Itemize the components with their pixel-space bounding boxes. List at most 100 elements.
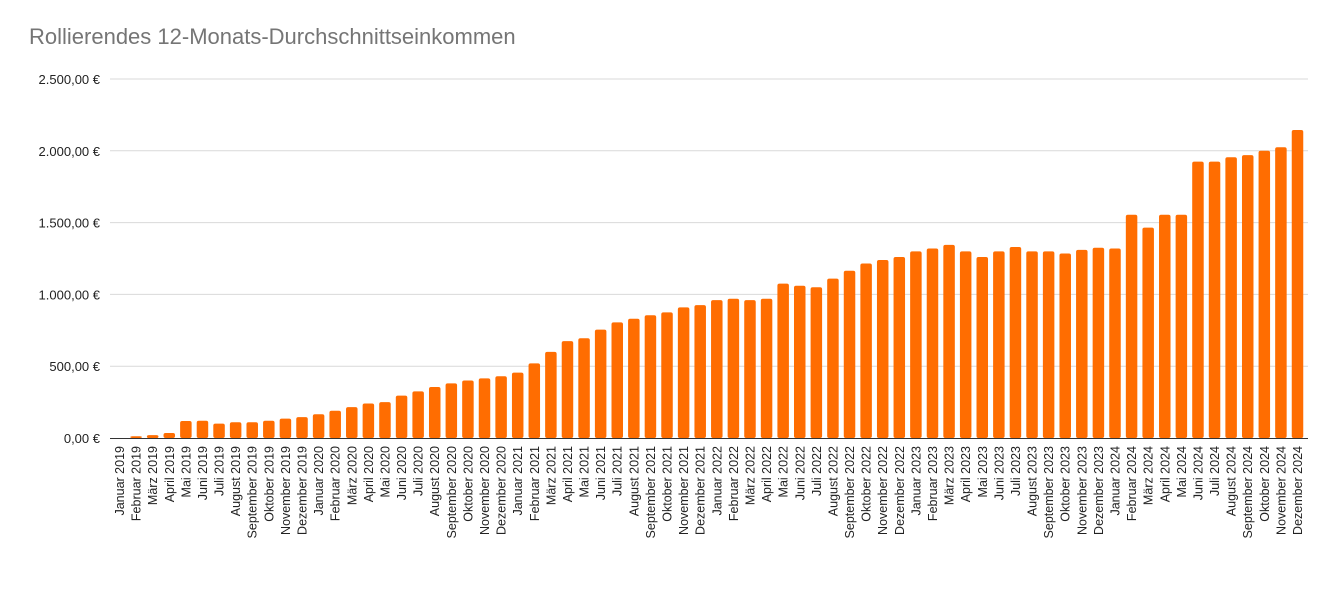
x-tick-label: März 2023 xyxy=(943,446,957,505)
x-tick-label: Januar 2019 xyxy=(113,446,127,516)
x-tick-label: September 2022 xyxy=(843,446,857,538)
x-tick-label: Dezember 2022 xyxy=(893,446,907,535)
x-tick-label: Juni 2019 xyxy=(196,446,210,500)
bar xyxy=(462,380,474,438)
x-tick-label: Juli 2024 xyxy=(1208,446,1222,496)
bar xyxy=(263,420,275,438)
y-tick-label: 0,00 € xyxy=(64,431,101,446)
x-tick-label: September 2024 xyxy=(1241,446,1255,538)
bar xyxy=(794,285,806,438)
x-tick-label: August 2020 xyxy=(428,446,442,516)
bar xyxy=(777,283,789,438)
x-tick-label: Juni 2023 xyxy=(992,446,1006,500)
bar xyxy=(528,363,541,438)
bar xyxy=(229,422,242,438)
x-tick-label: Dezember 2023 xyxy=(1092,446,1106,535)
x-tick-label: September 2023 xyxy=(1042,446,1056,538)
bar xyxy=(296,417,308,438)
x-tick-label: August 2021 xyxy=(627,446,641,516)
bar xyxy=(478,378,491,438)
bar xyxy=(611,322,623,438)
bar xyxy=(661,312,673,438)
bar xyxy=(727,298,740,438)
bar xyxy=(1026,251,1038,438)
x-tick-label: Dezember 2024 xyxy=(1291,446,1305,535)
bar xyxy=(993,251,1005,438)
x-axis-tick-labels: Januar 2019 Februar 2019 März 2019 April 20… xyxy=(113,446,1305,538)
x-tick-label: Oktober 2020 xyxy=(461,446,475,522)
chart-title: Rollierendes 12-Monats-Durchschnittseink… xyxy=(29,24,516,49)
x-tick-label: Juni 2020 xyxy=(395,446,409,500)
bar xyxy=(1059,253,1071,438)
bar xyxy=(312,414,325,438)
x-tick-label: Oktober 2021 xyxy=(661,446,675,522)
x-tick-label: Januar 2020 xyxy=(312,446,326,516)
x-tick-label: Januar 2023 xyxy=(909,446,923,516)
x-tick-label: Dezember 2020 xyxy=(495,446,509,535)
x-tick-label: November 2019 xyxy=(279,446,293,535)
bars xyxy=(130,129,1304,439)
x-tick-label: März 2020 xyxy=(345,446,359,505)
x-tick-label: Oktober 2024 xyxy=(1258,446,1272,522)
x-tick-label: Juni 2021 xyxy=(594,446,608,500)
bar xyxy=(1241,155,1254,439)
bar xyxy=(910,251,922,438)
x-tick-label: August 2022 xyxy=(826,446,840,516)
bar xyxy=(395,395,408,438)
bar xyxy=(893,257,906,438)
x-tick-label: Januar 2022 xyxy=(710,446,724,516)
bar xyxy=(163,432,176,438)
bar xyxy=(1092,247,1105,438)
x-tick-label: Mai 2021 xyxy=(578,446,592,497)
x-tick-label: November 2024 xyxy=(1274,446,1288,535)
x-tick-label: November 2021 xyxy=(677,446,691,535)
bar xyxy=(959,251,972,438)
x-tick-label: Oktober 2019 xyxy=(262,446,276,522)
x-tick-label: April 2022 xyxy=(760,446,774,502)
bar xyxy=(545,351,557,438)
x-tick-label: Juli 2021 xyxy=(611,446,625,496)
x-tick-label: Dezember 2021 xyxy=(694,446,708,535)
x-tick-label: Januar 2024 xyxy=(1108,446,1122,516)
bar xyxy=(810,287,823,438)
bar xyxy=(744,300,756,438)
x-tick-label: März 2019 xyxy=(146,446,160,505)
x-tick-label: August 2024 xyxy=(1225,446,1239,516)
bar xyxy=(827,278,839,438)
bar xyxy=(213,423,225,438)
bar xyxy=(1109,248,1121,438)
y-tick-label: 500,00 € xyxy=(49,359,100,374)
bar xyxy=(130,436,142,438)
bar xyxy=(644,315,657,438)
x-tick-label: Mai 2023 xyxy=(976,446,990,497)
bar xyxy=(1291,129,1304,439)
bar xyxy=(677,307,690,438)
bar xyxy=(694,305,706,438)
x-tick-label: Mai 2022 xyxy=(777,446,791,497)
bar xyxy=(379,402,391,438)
x-tick-label: Dezember 2019 xyxy=(296,446,310,535)
bar xyxy=(196,420,209,438)
x-tick-label: Juli 2019 xyxy=(213,446,227,496)
bar xyxy=(346,407,358,438)
bar xyxy=(760,298,773,438)
y-tick-label: 2.000,00 € xyxy=(39,144,101,159)
bar xyxy=(843,270,856,438)
bar xyxy=(146,435,159,438)
bar xyxy=(428,387,441,438)
bar xyxy=(628,318,640,438)
bar xyxy=(1175,214,1188,438)
bar xyxy=(926,248,939,438)
x-tick-label: Mai 2019 xyxy=(179,446,193,497)
x-tick-label: Mai 2020 xyxy=(378,446,392,497)
bar xyxy=(1076,249,1088,438)
x-tick-label: August 2019 xyxy=(229,446,243,516)
x-tick-label: Oktober 2022 xyxy=(860,446,874,522)
bar xyxy=(1142,227,1154,438)
x-tick-label: Juli 2022 xyxy=(810,446,824,496)
bar xyxy=(1258,150,1271,439)
x-tick-label: September 2020 xyxy=(445,446,459,538)
bar xyxy=(1042,251,1055,438)
x-tick-label: Juni 2024 xyxy=(1191,446,1205,500)
